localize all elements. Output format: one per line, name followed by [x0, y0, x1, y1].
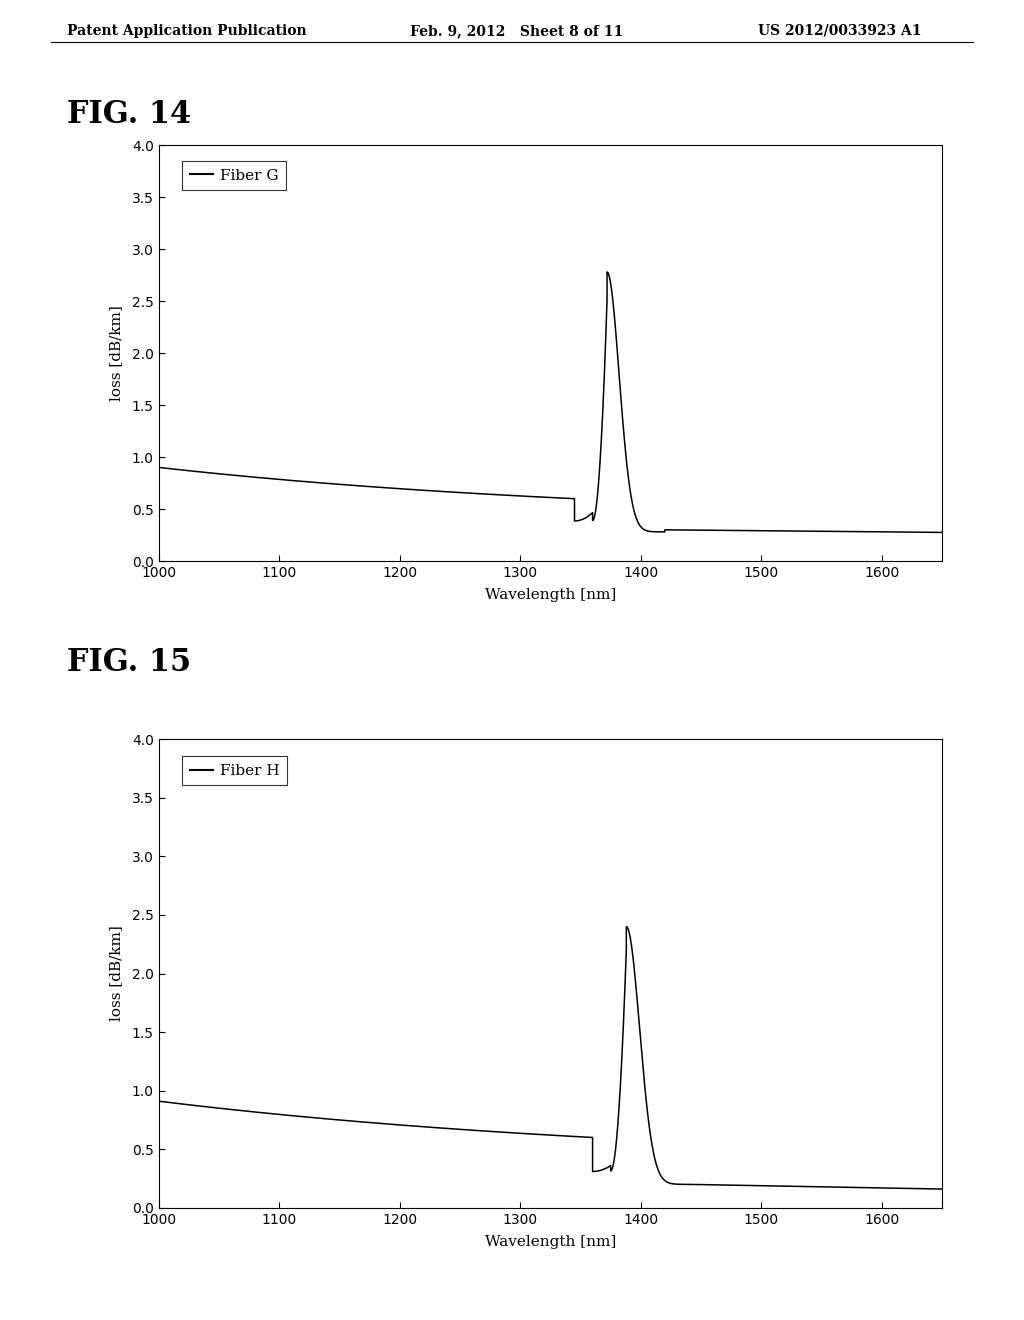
Text: FIG. 15: FIG. 15 [67, 647, 190, 677]
X-axis label: Wavelength [nm]: Wavelength [nm] [484, 1236, 616, 1249]
Legend: Fiber H: Fiber H [182, 756, 288, 785]
Y-axis label: loss [dB/km]: loss [dB/km] [110, 925, 124, 1022]
Text: Feb. 9, 2012   Sheet 8 of 11: Feb. 9, 2012 Sheet 8 of 11 [410, 24, 623, 38]
Text: Patent Application Publication: Patent Application Publication [67, 24, 306, 38]
Y-axis label: loss [dB/km]: loss [dB/km] [110, 305, 124, 401]
X-axis label: Wavelength [nm]: Wavelength [nm] [484, 589, 616, 602]
Legend: Fiber G: Fiber G [182, 161, 287, 190]
Text: US 2012/0033923 A1: US 2012/0033923 A1 [758, 24, 922, 38]
Text: FIG. 14: FIG. 14 [67, 99, 190, 129]
